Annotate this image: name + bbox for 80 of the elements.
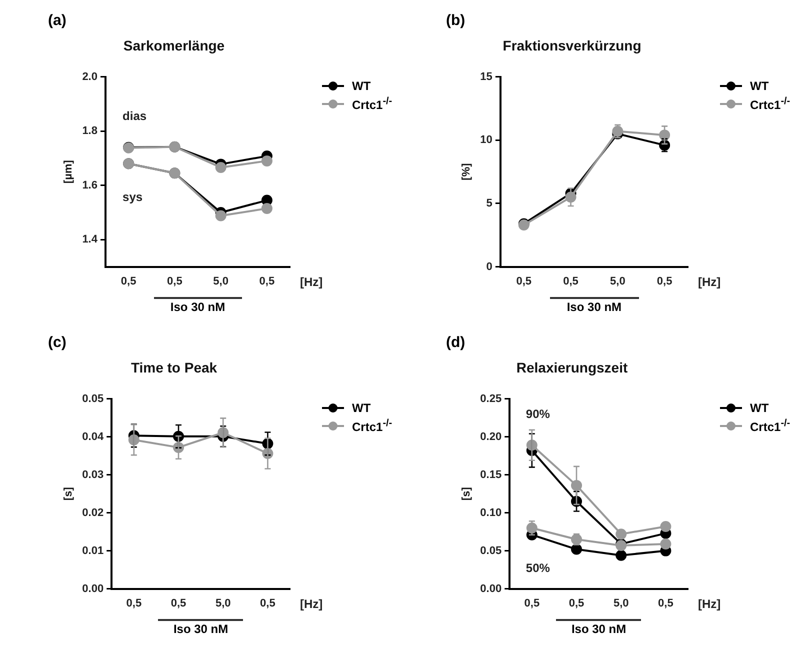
legend-label: Crtc1$^{-/-}$ (750, 418, 790, 434)
x-tick-label: 0,5 (568, 597, 584, 610)
x-axis-title: [Hz] (300, 275, 323, 290)
point (261, 155, 272, 166)
y-tick-label: 0.15 (480, 468, 502, 481)
y-tick-label: 0.05 (82, 392, 104, 405)
point (215, 162, 226, 173)
text: Iso 30 nM (566, 300, 623, 314)
y-axis-title: [s] (62, 486, 75, 501)
chart-title: Sarkomerlänge (123, 37, 225, 54)
y-tick-label: 15 (480, 70, 492, 83)
x-tick-label: 0,5 (516, 275, 532, 288)
x-tick-label: 0,5 (259, 275, 275, 288)
legend-label: WT (352, 400, 371, 415)
y-tick-label: 0.04 (82, 430, 104, 443)
y-tick-label: 10 (480, 134, 492, 146)
x-tick-label: 0,5 (260, 597, 276, 610)
point (215, 210, 226, 222)
y-tick-label: 0.05 (480, 544, 502, 557)
annotation: sys (122, 190, 143, 204)
point (526, 440, 538, 451)
point (571, 480, 582, 491)
point (616, 550, 627, 561)
x-tick-label: 0,5 (120, 275, 136, 288)
x-tick-label: 0,5 (658, 597, 674, 610)
legend-label: Crtc1$^{-/-}$ (352, 96, 392, 112)
x-tick-label: 5,0 (610, 275, 626, 288)
point (261, 202, 272, 214)
legend-label: WT (352, 78, 371, 93)
annotation: 50% (526, 560, 550, 575)
x-tick-label: 5,0 (215, 597, 231, 610)
x-tick-label: 0,5 (126, 597, 142, 610)
y-tick-label: 2.0 (82, 70, 98, 83)
legend-label: WT (750, 400, 769, 415)
text: Iso 30 nM (172, 622, 230, 636)
text: (c) (48, 334, 66, 351)
y-tick-label: 0.00 (82, 582, 104, 595)
y-axis-title: [%] (460, 162, 473, 180)
x-axis-title: [Hz] (300, 597, 323, 612)
text: (d) (446, 334, 466, 351)
y-tick-label: 0.10 (480, 506, 502, 519)
x-tick-label: 5,0 (613, 597, 629, 610)
point (660, 538, 672, 550)
y-tick-label: 0.00 (480, 582, 502, 595)
annotation: 90% (526, 407, 550, 422)
x-tick-label: 0,5 (524, 597, 540, 610)
y-axis-title: [µm] (62, 160, 75, 184)
chart-title: Time to Peak (130, 359, 218, 376)
x-axis-title: [Hz] (698, 597, 721, 612)
legend-label: WT (750, 78, 769, 93)
annotation: dias (122, 109, 147, 124)
y-tick-label: 0.03 (82, 468, 104, 481)
x-tick-label: 0,5 (563, 275, 578, 288)
y-tick-label: 1.8 (82, 125, 98, 138)
legend-label: Crtc1$^{-/-}$ (750, 96, 790, 112)
text: (b) (446, 12, 466, 29)
y-tick-label: 0.25 (480, 392, 502, 405)
y-tick-label: 1.6 (82, 179, 98, 192)
y-tick-label: 1.4 (82, 234, 98, 246)
point (616, 528, 627, 540)
x-tick-label: 5,0 (213, 275, 228, 288)
x-tick-label: 0,5 (656, 275, 672, 288)
point (128, 434, 140, 446)
chart-title: Relaxierungszeit (516, 359, 628, 376)
x-tick-label: 0,5 (167, 275, 182, 288)
text: Iso 30 nM (169, 300, 226, 314)
y-tick-label: 0.01 (82, 544, 104, 557)
legend-label: Crtc1$^{-/-}$ (352, 418, 392, 434)
y-tick-label: 5 (486, 198, 492, 210)
text: (a) (48, 12, 66, 29)
point (571, 544, 582, 555)
y-axis-title: [s] (460, 486, 473, 501)
y-tick-label: 0.20 (480, 430, 502, 443)
text: Iso 30 nM (570, 622, 628, 636)
x-tick-label: 0,5 (170, 597, 186, 610)
y-tick-label: 0 (486, 260, 492, 273)
point (660, 520, 672, 532)
chart-title: Fraktionsverkürzung (502, 37, 642, 54)
x-axis-title: [Hz] (698, 275, 721, 290)
y-tick-label: 0.02 (82, 506, 104, 519)
